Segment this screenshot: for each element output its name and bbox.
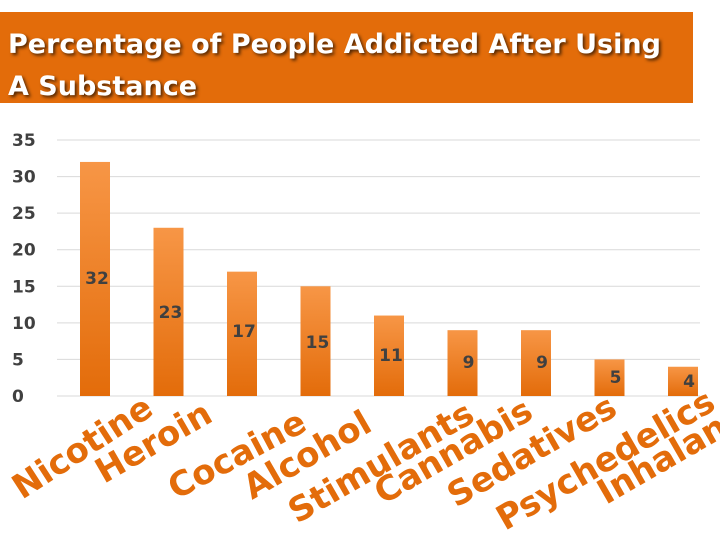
data-label: 9 — [536, 353, 548, 373]
y-tick-label: 5 — [12, 350, 24, 370]
x-axis: NicotineHeroinCocaineAlcoholStimulantsCa… — [5, 382, 720, 539]
data-label: 32 — [85, 269, 109, 289]
bar — [300, 286, 331, 396]
data-label: 11 — [379, 346, 403, 366]
title-bar: Percentage of People Addicted After Usin… — [0, 12, 693, 103]
bar — [447, 330, 478, 396]
bar — [227, 271, 257, 396]
bars — [80, 161, 698, 396]
data-label: 23 — [159, 303, 183, 323]
y-tick-label: 20 — [12, 241, 36, 261]
data-label: 4 — [683, 372, 695, 392]
data-label: 15 — [306, 333, 330, 353]
chart-title: Percentage of People Addicted After Usin… — [8, 29, 661, 102]
bar — [80, 161, 110, 396]
bar — [668, 366, 698, 396]
bar — [374, 315, 404, 396]
bar — [521, 330, 551, 396]
bar — [594, 359, 625, 396]
data-labels: 32 23 17 15 11 9 9 5 4 — [85, 269, 695, 392]
y-tick-label: 25 — [12, 204, 36, 224]
y-tick-label: 15 — [12, 277, 36, 297]
bar — [153, 227, 184, 396]
y-tick-label: 30 — [12, 168, 36, 188]
y-tick-label: 35 — [12, 131, 36, 151]
y-tick-label: 0 — [12, 387, 24, 407]
y-tick-label: 10 — [12, 314, 36, 334]
data-label: 5 — [610, 368, 622, 388]
data-label: 17 — [232, 322, 256, 342]
y-axis: 0 5 10 15 20 25 30 35 — [12, 131, 36, 407]
data-label: 9 — [463, 353, 475, 373]
